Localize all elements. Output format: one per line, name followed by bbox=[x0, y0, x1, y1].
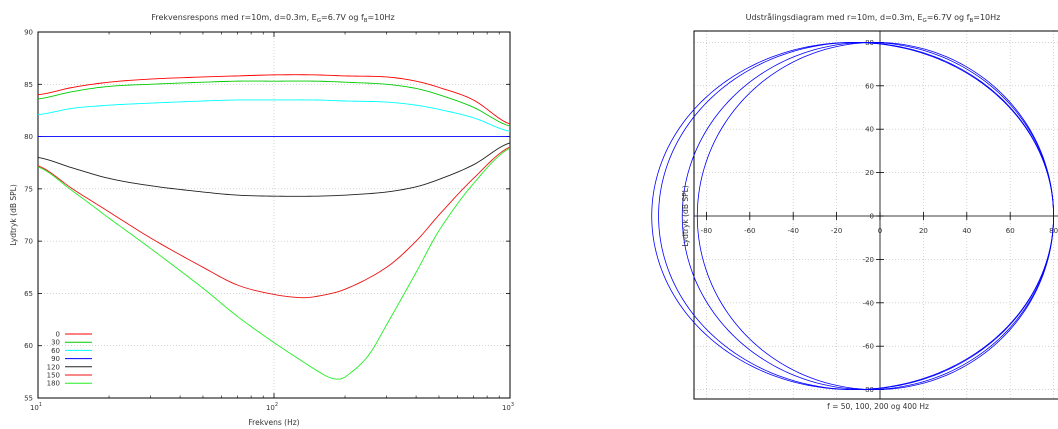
left-y-tick-label: 60 bbox=[24, 342, 33, 350]
right-x-axis-label: f = 50, 100, 200 og 400 Hz bbox=[827, 402, 929, 411]
left-chart-title: Frekvensrespons med r=10m, d=0.3m, EG=6.… bbox=[151, 13, 394, 24]
right-x-tick-label: 20 bbox=[919, 227, 928, 235]
left-y-tick-label: 85 bbox=[24, 81, 33, 89]
series-line-150 bbox=[37, 146, 511, 299]
legend-label-90: 90 bbox=[51, 355, 60, 363]
left-y-tick-label: 65 bbox=[24, 290, 33, 298]
right-y-tick-label: 60 bbox=[865, 82, 874, 90]
series-line-60 bbox=[37, 99, 511, 132]
left-y-tick-label: 55 bbox=[24, 395, 33, 403]
left-y-tick-label: 90 bbox=[24, 29, 33, 37]
right-ticks: -80 -60 -40 -20 0 20 40 60 80806040200-20-40-60-… bbox=[701, 39, 1058, 394]
right-x-tick-label: -40 bbox=[787, 227, 798, 235]
frequency-response-chart: Frekvensrespons med r=10m, d=0.3m, EG=6.… bbox=[9, 13, 514, 427]
right-y-tick-label: -20 bbox=[863, 256, 874, 264]
right-y-axis-label: Lydtryk (dB SPL) bbox=[681, 185, 690, 247]
left-x-tick-label: 102 bbox=[266, 402, 278, 412]
right-y-tick-label: -80 bbox=[863, 386, 874, 394]
left-x-tick-label: 103 bbox=[502, 402, 514, 412]
left-y-tick-label: 75 bbox=[24, 185, 33, 193]
right-x-tick-label: 80 bbox=[1049, 227, 1058, 235]
right-x-tick-label: -60 bbox=[744, 227, 755, 235]
right-y-tick-label: 0 bbox=[870, 213, 874, 221]
polar-curve-400-Hz bbox=[651, 41, 1055, 391]
right-plot-frame bbox=[693, 30, 1058, 400]
left-x-axis-label: Frekvens (Hz) bbox=[248, 418, 299, 427]
right-x-tick-label: -80 bbox=[701, 227, 712, 235]
series-line-30 bbox=[37, 80, 511, 127]
legend-label-180: 180 bbox=[47, 380, 60, 388]
right-x-tick-label: 40 bbox=[962, 227, 971, 235]
left-y-ticks: 55 60 65 70 75 80 85 90 bbox=[24, 29, 510, 403]
left-y-tick-label: 80 bbox=[24, 133, 33, 141]
legend-label-0: 0 bbox=[56, 331, 60, 339]
series-line-0 bbox=[37, 74, 511, 125]
series-line-180 bbox=[37, 147, 511, 380]
right-chart-title: Udstrålingsdiagram med r=10m, d=0.3m, EG… bbox=[746, 12, 1001, 24]
right-series-curves bbox=[651, 41, 1055, 391]
left-x-ticks: 101 102 103 bbox=[30, 32, 514, 412]
legend-label-60: 60 bbox=[51, 347, 60, 355]
radiation-diagram-chart: Udstrålingsdiagram med r=10m, d=0.3m, EG… bbox=[651, 12, 1058, 411]
polar-curve-200-Hz bbox=[696, 41, 1055, 391]
right-y-tick-label: 40 bbox=[865, 126, 874, 134]
polar-curve-100-Hz bbox=[681, 41, 1055, 391]
polar-curve-50-Hz bbox=[658, 41, 1055, 391]
legend-label-150: 150 bbox=[47, 372, 60, 380]
series-line-120 bbox=[37, 142, 511, 197]
right-y-tick-label: 20 bbox=[865, 169, 874, 177]
left-x-tick-label: 101 bbox=[30, 402, 42, 412]
legend-label-30: 30 bbox=[51, 339, 60, 347]
right-y-tick-label: -40 bbox=[863, 299, 874, 307]
left-y-tick-label: 70 bbox=[24, 238, 33, 246]
right-y-tick-label: -60 bbox=[863, 343, 874, 351]
right-x-tick-label: -20 bbox=[831, 227, 842, 235]
left-series-lines bbox=[37, 74, 511, 380]
right-x-tick-label: 60 bbox=[1006, 227, 1015, 235]
right-x-tick-label: 0 bbox=[878, 227, 882, 235]
legend-label-120: 120 bbox=[47, 363, 60, 371]
left-y-axis-label: Lydtryk (dB SPL) bbox=[9, 184, 18, 246]
